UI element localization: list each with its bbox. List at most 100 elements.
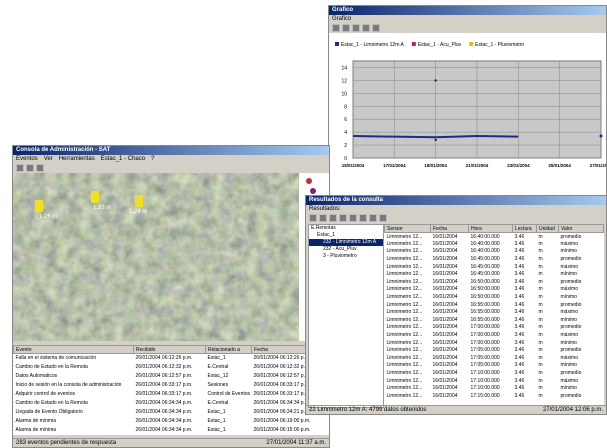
- tool-button[interactable]: [309, 214, 317, 222]
- cell: 16:55:00.000: [470, 309, 500, 316]
- resultados-window: Resultados de la consulta Resultados: E.…: [305, 195, 607, 415]
- table-row[interactable]: Limnimetro 12... 16/01/2004 16:40:00.000 3.…: [385, 233, 604, 241]
- legend-swatch: [411, 42, 416, 46]
- table-row[interactable]: Cambio de Estado en la Remota 26/01/2004 …: [14, 399, 329, 408]
- table-row[interactable]: Limnimetro 12... 16/01/2004 17:05:00.000 3.…: [385, 346, 604, 354]
- tool-button[interactable]: [369, 214, 377, 222]
- cell: Cambio de Estado en la Remota: [15, 400, 88, 406]
- tool-button[interactable]: [372, 24, 380, 32]
- table-row[interactable]: Limnimetro 12... 16/01/2004 16:50:00.000 3.…: [385, 286, 604, 294]
- table-row[interactable]: Llegada de Evento Obligatorio 26/01/2004 …: [14, 408, 329, 417]
- column-header[interactable]: Unidad: [536, 224, 559, 233]
- tree-item[interactable]: 3 - Pluviometro: [323, 253, 357, 259]
- column-header[interactable]: Sensor: [384, 224, 431, 233]
- menu-item[interactable]: ?: [151, 156, 155, 162]
- cell: 3.46: [514, 339, 525, 346]
- table-row[interactable]: Limnimetro 12... 16/01/2004 17:00:00.000 3.…: [385, 324, 604, 332]
- table-row[interactable]: Limnimetro 12... 16/01/2004 17:15:00.000 3.…: [385, 392, 604, 400]
- tool-button[interactable]: [339, 214, 347, 222]
- tool-button[interactable]: [349, 214, 357, 222]
- tool-button[interactable]: [359, 214, 367, 222]
- tool-button[interactable]: [319, 214, 327, 222]
- consola-window: Consola de Administración - SAT Eventos V…: [12, 145, 330, 448]
- table-row[interactable]: Limnimetro 12... 16/01/2004 16:45:00.000 3.…: [385, 255, 604, 263]
- table-row[interactable]: Limnimetro 12... 16/01/2004 16:50:00.000 3.…: [385, 293, 604, 301]
- cell: 26/01/2004 06:19:00 p.m.: [253, 418, 311, 424]
- table-row[interactable]: Limnimetro 12... 16/01/2004 17:05:00.000 3.…: [385, 354, 604, 362]
- tree-item[interactable]: 232 - Limnimetro 12m A: [309, 239, 383, 246]
- table-row[interactable]: Datos Automaticos 26/01/2004 06:12:57 p.m…: [14, 372, 329, 381]
- table-row[interactable]: Limnimetro 12... 16/01/2004 17:10:00.000 3.…: [385, 384, 604, 392]
- table-row[interactable]: Limnimetro 12... 16/01/2004 16:45:00.000 3.…: [385, 263, 604, 271]
- column-header[interactable]: Recibido: [133, 345, 206, 354]
- cell: Estac_1: [207, 427, 226, 433]
- column-header[interactable]: Hora: [468, 224, 513, 233]
- cell: m: [538, 263, 543, 270]
- cell: 16:55:00.000: [470, 316, 500, 323]
- table-row[interactable]: Alarma de mínima 26/01/2004 06:34:34 p.m.…: [14, 417, 329, 426]
- label: Resultados:: [309, 206, 341, 212]
- column-header[interactable]: Valor: [558, 224, 604, 233]
- tool-button[interactable]: [329, 214, 337, 222]
- table-row[interactable]: Limnimetro 12... 16/01/2004 16:55:00.000 3.…: [385, 308, 604, 316]
- tool-button[interactable]: [362, 24, 370, 32]
- station-marker[interactable]: [135, 195, 143, 207]
- cell: 26/01/2004 06:34:34 p.m.: [135, 418, 193, 424]
- table-row[interactable]: Limnimetro 12... 16/01/2004 16:40:00.000 3.…: [385, 240, 604, 248]
- table-row[interactable]: Falla en el sistema de comunicación 26/01…: [14, 354, 329, 363]
- column-header[interactable]: Evento: [13, 345, 134, 354]
- tree-item[interactable]: E.Remotas: [311, 225, 336, 231]
- table-row[interactable]: Limnimetro 12... 16/01/2004 16:55:00.000 3.…: [385, 301, 604, 309]
- table-row[interactable]: Adquirir control de eventos 26/01/2004 06…: [14, 390, 329, 399]
- cell: máximo: [560, 354, 579, 361]
- cell: 16:45:00.000: [470, 256, 500, 263]
- cell: promedio: [560, 324, 582, 331]
- cell: Limnimetro 12...: [386, 301, 423, 308]
- station-marker[interactable]: [91, 191, 99, 203]
- y-tick-label: 4: [344, 130, 347, 136]
- table-row[interactable]: Inicio de sesión en la consola de admini…: [14, 381, 329, 390]
- cell: 16:50:00.000: [470, 294, 500, 301]
- table-row[interactable]: Cambio de Estado en la Remota 26/01/2004 …: [14, 363, 329, 372]
- menu-item[interactable]: Eventos: [16, 156, 38, 162]
- table-row[interactable]: Limnimetro 12... 16/01/2004 16:55:00.000 3.…: [385, 316, 604, 324]
- cell: Estac_1: [207, 409, 226, 415]
- satellite-map[interactable]: [13, 173, 299, 341]
- table-row[interactable]: Limnimetro 12... 16/01/2004 17:05:00.000 3.…: [385, 362, 604, 370]
- menu-item[interactable]: Grafico: [332, 16, 352, 22]
- table-row[interactable]: Limnimetro 12... 16/01/2004 17:00:00.000 3.…: [385, 339, 604, 347]
- column-header[interactable]: Fecha: [430, 224, 469, 233]
- station-marker[interactable]: [35, 200, 43, 212]
- column-header[interactable]: Relacionado a: [205, 345, 252, 354]
- tool-button[interactable]: [16, 164, 24, 172]
- cell: m: [538, 271, 543, 278]
- tree-item[interactable]: Estac_1: [317, 232, 336, 238]
- table-row[interactable]: Limnimetro 12... 16/01/2004 17:10:00.000 3.…: [385, 377, 604, 385]
- cell: 16:40:00.000: [470, 248, 500, 255]
- cell: 16/01/2004: [432, 278, 458, 285]
- table-row[interactable]: Limnimetro 12... 16/01/2004 17:10:00.000 3.…: [385, 369, 604, 377]
- cell: 3.46: [514, 332, 525, 339]
- tree-item[interactable]: 232 - Acu_Pluv: [323, 246, 357, 252]
- cell: 26/01/2004 06:12:32 p.m.: [135, 364, 193, 370]
- tool-button[interactable]: [26, 164, 34, 172]
- menu-item[interactable]: Herramientas: [58, 156, 95, 162]
- menu-item[interactable]: Ver: [43, 156, 53, 162]
- cell: promedio: [560, 233, 582, 240]
- table-row[interactable]: Limnimetro 12... 16/01/2004 17:00:00.000 3.…: [385, 331, 604, 339]
- cell: promedio: [560, 369, 582, 376]
- cell: Limnimetro 12...: [386, 377, 423, 384]
- tool-button[interactable]: [36, 164, 44, 172]
- table-row[interactable]: Limnimetro 12... 16/01/2004 16:40:00.000 3.…: [385, 248, 604, 256]
- tool-button[interactable]: [352, 24, 360, 32]
- map-area: 1.26 m 1.33 m 1.24 m: [13, 173, 329, 341]
- tool-button[interactable]: [342, 24, 350, 32]
- table-row[interactable]: Alarma de mínima 26/01/2004 06:34:34 p.m.…: [14, 426, 329, 435]
- column-header[interactable]: Lectura: [512, 224, 537, 233]
- tool-button[interactable]: [379, 214, 387, 222]
- table-row[interactable]: Limnimetro 12... 16/01/2004 16:50:00.000 3.…: [385, 278, 604, 286]
- menu-item[interactable]: Estac_1 - Chaco: [100, 156, 146, 162]
- cell: 3.46: [514, 362, 525, 369]
- table-row[interactable]: Limnimetro 12... 16/01/2004 16:45:00.000 3.…: [385, 270, 604, 278]
- tool-button[interactable]: [332, 24, 340, 32]
